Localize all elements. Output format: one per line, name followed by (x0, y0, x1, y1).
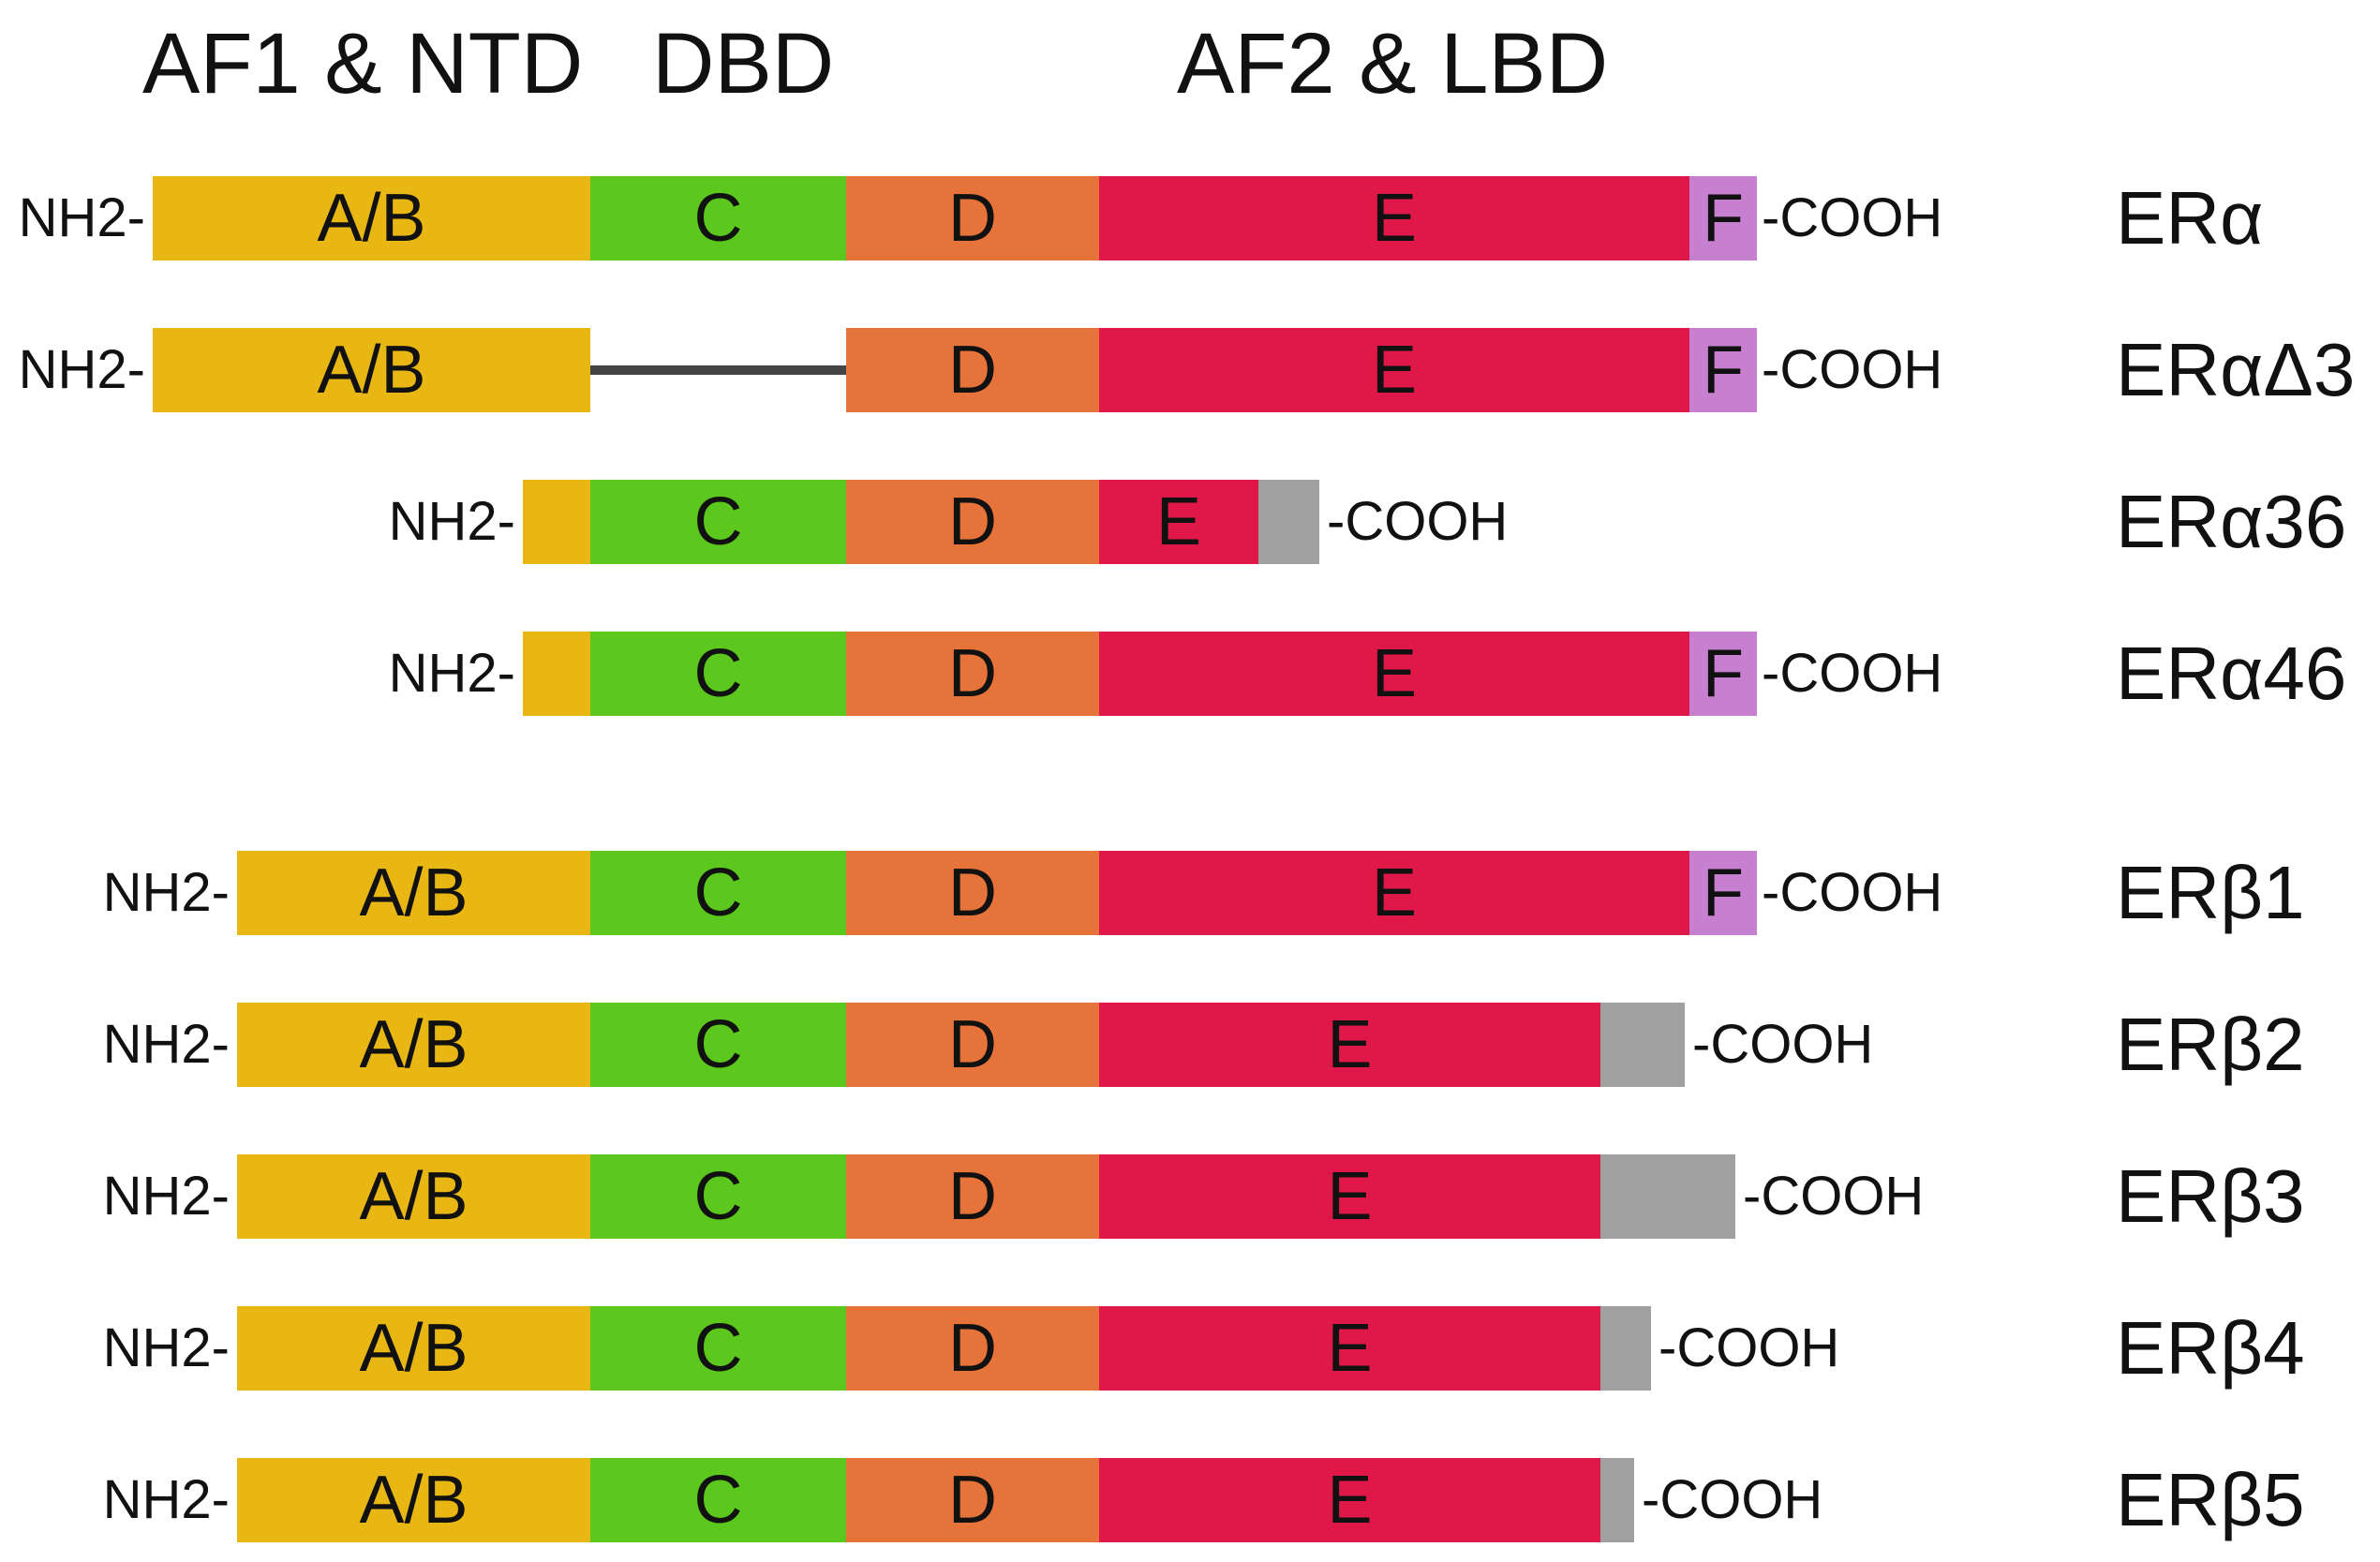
header-af1-ntd: AF1 & NTD (142, 16, 584, 112)
isoform-name: ERβ4 (2116, 1306, 2305, 1390)
isoform-name: ERβ1 (2116, 851, 2305, 934)
domain-e-segment: E (1099, 851, 1689, 935)
isoform-row: NH2- A/B C D E F -COOH ERα (0, 176, 2380, 260)
deleted-domain-linker (590, 365, 846, 375)
c-terminus-label: -COOH (1762, 339, 1943, 400)
c-terminus-label: -COOH (1692, 1014, 1874, 1075)
domain-e-segment: E (1099, 1154, 1600, 1239)
domain-e-segment: E (1099, 632, 1689, 716)
domain-ab-segment: A/B (237, 851, 590, 935)
header-af2-lbd: AF2 & LBD (1177, 16, 1609, 112)
domain-c-segment: C (590, 176, 846, 260)
domain-f-segment: F (1689, 632, 1757, 716)
domain-c-segment: C (590, 1306, 846, 1391)
domain-ab-segment: A/B (237, 1458, 590, 1542)
domain-f-segment: F (1689, 328, 1757, 412)
domain-ab-segment: A/B (237, 1003, 590, 1087)
domain-e-segment: E (1099, 176, 1689, 260)
domain-ab-segment: A/B (153, 328, 590, 412)
n-terminus-label: NH2- (18, 339, 145, 400)
domain-e-segment: E (1099, 1306, 1600, 1391)
isoform-row: NH2- A/B C D E -COOH ERβ5 (0, 1458, 2380, 1542)
isoform-row: NH2- A/B C D E F -COOH ERβ1 (0, 851, 2380, 935)
isoform-name: ERα36 (2116, 480, 2347, 563)
domain-d-segment: D (846, 632, 1099, 716)
n-terminus-label: NH2- (388, 491, 515, 552)
domain-c-segment: C (590, 851, 846, 935)
n-terminus-label: NH2- (102, 1014, 230, 1075)
domain-c-segment: C (590, 1154, 846, 1239)
domain-tail-segment (1600, 1458, 1634, 1542)
domain-c-segment: C (590, 1458, 846, 1542)
domain-c-segment: C (590, 480, 846, 564)
domain-d-segment: D (846, 1306, 1099, 1391)
c-terminus-label: -COOH (1642, 1469, 1823, 1530)
domain-tail-segment (1600, 1306, 1651, 1391)
domain-tail-segment (1258, 480, 1319, 564)
isoform-name: ERβ5 (2116, 1458, 2305, 1541)
isoform-row: NH2- A/B C D E -COOH ERβ4 (0, 1306, 2380, 1391)
domain-d-segment: D (846, 1458, 1099, 1542)
domain-e-segment: E (1099, 328, 1689, 412)
domain-d-segment: D (846, 480, 1099, 564)
isoform-row: NH2- A/B D E F -COOH ERαΔ3 (0, 328, 2380, 412)
domain-ab-segment (523, 480, 590, 564)
domain-e-segment: E (1099, 1003, 1600, 1087)
n-terminus-label: NH2- (102, 862, 230, 923)
c-terminus-label: -COOH (1762, 643, 1943, 704)
domain-ab-segment: A/B (237, 1154, 590, 1239)
n-terminus-label: NH2- (102, 1166, 230, 1227)
n-terminus-label: NH2- (102, 1317, 230, 1378)
n-terminus-label: NH2- (18, 187, 145, 248)
domain-f-segment: F (1689, 851, 1757, 935)
isoform-name: ERαΔ3 (2116, 328, 2356, 411)
domain-tail-segment (1600, 1154, 1735, 1239)
isoform-name: ERβ2 (2116, 1003, 2305, 1086)
c-terminus-label: -COOH (1762, 862, 1943, 923)
isoform-row: NH2- A/B C D E -COOH ERβ2 (0, 1003, 2380, 1087)
n-terminus-label: NH2- (102, 1469, 230, 1530)
isoform-name: ERα (2116, 176, 2264, 260)
isoform-row: NH2- C D E -COOH ERα36 (0, 480, 2380, 564)
c-terminus-label: -COOH (1762, 187, 1943, 248)
domain-c-segment: C (590, 1003, 846, 1087)
header-dbd: DBD (652, 16, 835, 112)
domain-e-segment: E (1099, 1458, 1600, 1542)
c-terminus-label: -COOH (1659, 1317, 1840, 1378)
domain-d-segment: D (846, 851, 1099, 935)
domain-c-segment: C (590, 632, 846, 716)
domain-d-segment: D (846, 176, 1099, 260)
isoform-row: NH2- C D E F -COOH ERα46 (0, 632, 2380, 716)
domain-ab-segment: A/B (153, 176, 590, 260)
c-terminus-label: -COOH (1327, 491, 1509, 552)
c-terminus-label: -COOH (1743, 1166, 1925, 1227)
isoform-row: NH2- A/B C D E -COOH ERβ3 (0, 1154, 2380, 1239)
domain-d-segment: D (846, 328, 1099, 412)
isoform-name: ERα46 (2116, 632, 2347, 715)
domain-d-segment: D (846, 1003, 1099, 1087)
domain-e-segment: E (1099, 480, 1258, 564)
domain-ab-segment: A/B (237, 1306, 590, 1391)
domain-tail-segment (1600, 1003, 1685, 1087)
domain-f-segment: F (1689, 176, 1757, 260)
isoform-name: ERβ3 (2116, 1154, 2305, 1238)
n-terminus-label: NH2- (388, 643, 515, 704)
domain-d-segment: D (846, 1154, 1099, 1239)
domain-ab-segment (523, 632, 590, 716)
